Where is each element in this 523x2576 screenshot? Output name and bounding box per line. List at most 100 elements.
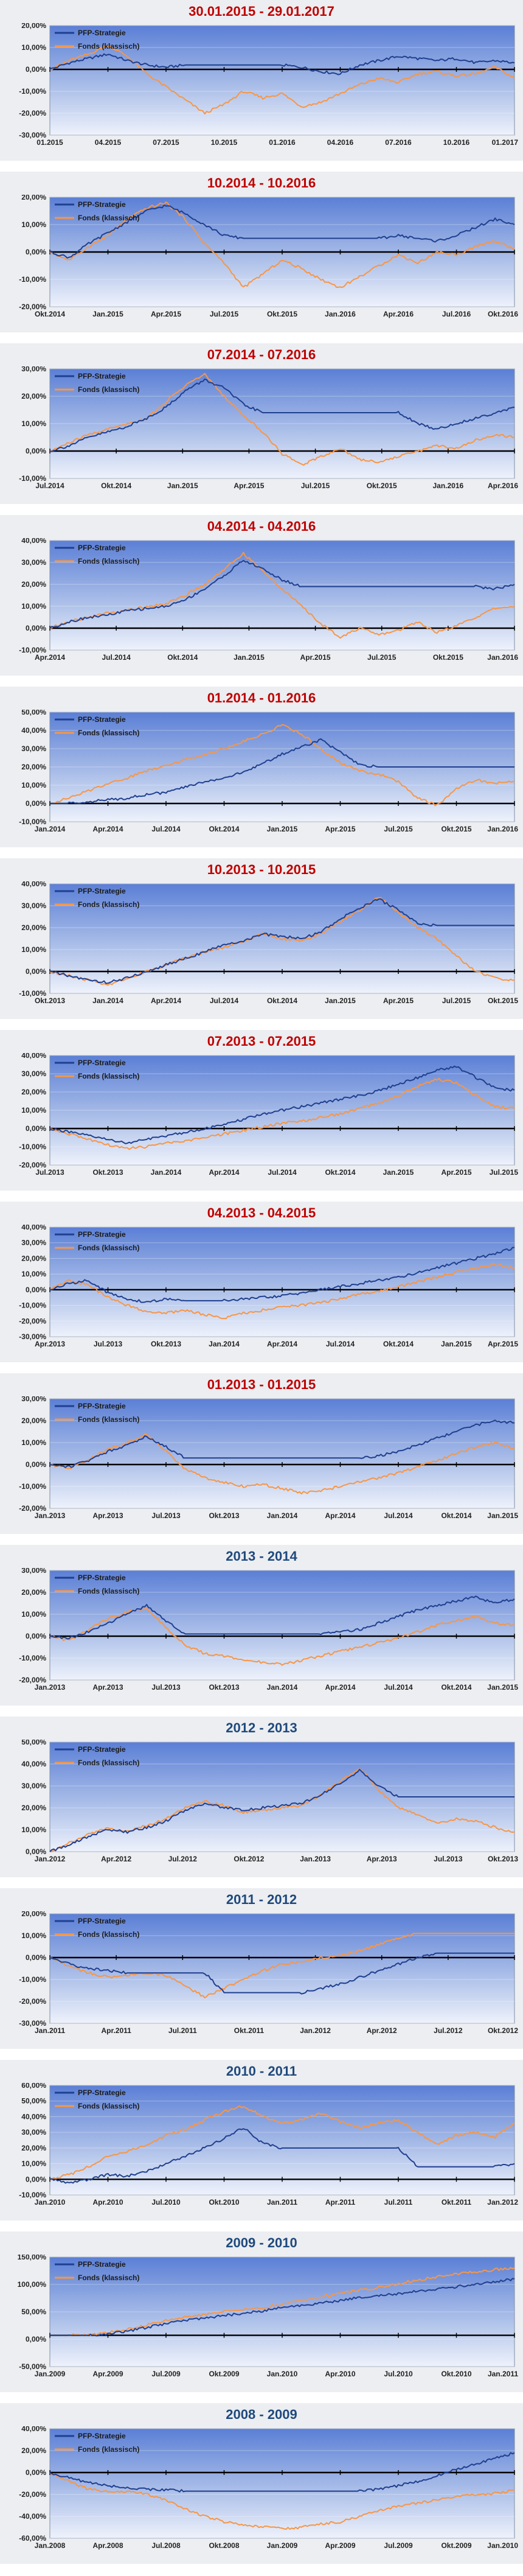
y-tick-label: 10,00% — [21, 1438, 46, 1447]
legend-label: Fonds (klassisch) — [78, 1930, 139, 1939]
chart-title: 04.2013 - 04.2015 — [207, 1205, 316, 1220]
y-tick-label: 0,00% — [26, 1632, 46, 1640]
legend-label: Fonds (klassisch) — [78, 1072, 139, 1080]
x-tick-label: Okt.2010 — [441, 2370, 471, 2378]
line-chart: 40,00% 30,00% 20,00% 10,00% 0,00% -10,00% -20,… — [19, 1053, 518, 1177]
legend-label: PFP-Strategie — [78, 29, 126, 37]
legend: PFP-Strategie Fonds (klassisch) — [55, 2088, 139, 2110]
x-tick-label: Jul.2015 — [210, 310, 239, 318]
series-line-pfp-strategie — [49, 2452, 515, 2493]
y-tick-label: 20,00% — [21, 1804, 46, 1812]
x-tick-label: Jan.2015 — [383, 1168, 414, 1177]
x-tick-label: Jan.2015 — [441, 1340, 472, 1348]
chart-panel: 07.2013 - 07.2015 40,00% 30,00% 20,00% 10,00… — [0, 1030, 523, 1191]
y-tick-label: -10,00% — [19, 1301, 46, 1310]
plot-area — [49, 540, 515, 651]
y-tick-label: 40,00% — [21, 2426, 46, 2433]
y-tick-label: -10,00% — [19, 646, 46, 654]
chart-title: 07.2013 - 07.2015 — [207, 1034, 316, 1049]
legend-label: Fonds (klassisch) — [78, 1415, 139, 1424]
line-chart: 60,00% 50,00% 40,00% 30,00% 20,00% 10,00% 0,00… — [19, 2083, 518, 2207]
x-tick-label: Okt.2014 — [209, 825, 239, 833]
legend-label: PFP-Strategie — [78, 200, 126, 209]
x-tick-label: Okt.2016 — [488, 310, 518, 318]
x-tick-label: Jul.2012 — [434, 2026, 463, 2035]
x-tick-label: Jul.2014 — [102, 653, 131, 662]
y-tick-label: 20,00% — [21, 763, 46, 771]
x-tick-label: Okt.2013 — [209, 1683, 239, 1692]
x-tick-label: Apr.2014 — [151, 996, 181, 1005]
x-tick-label: Okt.2015 — [367, 481, 397, 490]
legend-label: PFP-Strategie — [78, 372, 126, 380]
y-tick-label: 10,00% — [21, 43, 46, 52]
y-tick-label: 10,00% — [21, 1610, 46, 1619]
plot-area — [49, 2428, 515, 2539]
x-tick-label: Okt.2011 — [442, 2198, 472, 2207]
plot-area — [49, 1055, 515, 1166]
line-chart: 30,00%20,00%10,00%0,00%-10,00%-20,00%Jan… — [19, 1568, 518, 1692]
series-line-fonds-klassisch — [49, 1263, 515, 1320]
legend: PFP-Strategie Fonds (klassisch) — [55, 2432, 139, 2454]
chart-title: 01.2014 - 01.2016 — [207, 690, 316, 705]
x-tick-label: Apr.2011 — [101, 2026, 131, 2035]
legend: PFP-Strategie Fonds (klassisch) — [55, 1917, 139, 1939]
y-tick-label: 20,00% — [21, 2446, 46, 2455]
x-tick-label: Jan.2016 — [432, 481, 463, 490]
chart-panel: 2013 - 2014 30,00% 20,00% 10,00% 0,00% -10,00… — [0, 1545, 523, 1706]
y-tick-label: 20,00% — [21, 1416, 46, 1425]
series-line-pfp-strategie — [49, 1595, 515, 1640]
y-tick-label: 20,00% — [21, 1911, 46, 1918]
y-tick-label: -60,00% — [19, 2534, 46, 2543]
series-line-pfp-strategie — [50, 2278, 515, 2337]
x-tick-label: Apr.2014 — [325, 1511, 355, 1520]
legend-label: PFP-Strategie — [78, 1402, 126, 1410]
y-tick-label: 40,00% — [21, 1760, 46, 1768]
legend-label: PFP-Strategie — [78, 2088, 126, 2097]
x-tick-label: Apr.2012 — [101, 1855, 131, 1863]
y-tick-label: -20,00% — [19, 1504, 46, 1513]
y-tick-label: 10,00% — [21, 781, 46, 789]
line-chart: 20,00% 10,00% 0,00% -10,00% -20,00%Okt.2014 J… — [19, 195, 518, 318]
x-tick-label: Jul.2014 — [268, 1168, 297, 1177]
x-tick-label: Apr.2013 — [92, 1683, 123, 1692]
x-tick-label: Apr.2012 — [367, 2026, 397, 2035]
y-tick-label: 40,00% — [21, 1225, 46, 1231]
x-tick-label: Jul.2014 — [35, 481, 64, 490]
y-tick-label: 10,00% — [21, 945, 46, 954]
x-tick-label: Jul.2012 — [168, 1855, 198, 1863]
x-tick-label: Apr.2014 — [209, 1168, 239, 1177]
chart-panel: 2010 - 2011 60,00% 50,00% 40,00% 30,00% 20,00… — [0, 2060, 523, 2221]
x-tick-label: Jul.2013 — [434, 1855, 463, 1863]
x-tick-label: Jul.2008 — [151, 2541, 181, 2550]
line-chart: 30,00% 20,00% 10,00% 0,00% -10,00%Jul.2014 Ok… — [19, 366, 518, 490]
y-tick-label: 30,00% — [21, 366, 46, 373]
y-tick-label: 40,00% — [21, 881, 46, 888]
y-tick-label: 0,00% — [26, 2468, 46, 2477]
legend: PFP-Strategie Fonds (klassisch) — [55, 1402, 139, 1424]
legend-label: PFP-Strategie — [78, 544, 126, 552]
x-tick-label: 01.2016 — [269, 138, 296, 147]
x-tick-label: Jan.2014 — [209, 1340, 240, 1348]
y-tick-label: 60,00% — [21, 2083, 46, 2090]
series-line-fonds-klassisch — [49, 373, 515, 466]
y-tick-label: 10,00% — [21, 220, 46, 229]
x-tick-label: Jul.2013 — [35, 1168, 64, 1177]
x-tick-label: Jan.2012 — [487, 2198, 518, 2207]
y-tick-label: 0,00% — [26, 1953, 46, 1962]
y-tick-label: 40,00% — [21, 2112, 46, 2121]
y-tick-label: 0,00% — [26, 624, 46, 632]
chart-title: 2008 - 2009 — [226, 2407, 297, 2422]
x-tick-label: Jan.2014 — [35, 825, 66, 833]
series-line-fonds-klassisch — [49, 201, 515, 289]
y-tick-label: 0,00% — [26, 1124, 46, 1133]
series-line-pfp-strategie — [49, 1065, 515, 1144]
legend-label: Fonds (klassisch) — [78, 729, 139, 737]
x-tick-label: Apr.2015 — [300, 653, 331, 662]
chart-panel: 30.01.2015 - 29.01.2017 20,00% 10,00% 0,00%… — [0, 0, 523, 161]
x-tick-label: Okt.2014 — [441, 1683, 471, 1692]
legend-label: Fonds (klassisch) — [78, 42, 139, 51]
x-tick-label: Jul.2013 — [94, 1340, 123, 1348]
series-line-fonds-klassisch — [49, 1768, 515, 1852]
x-tick-label: Jul.2010 — [384, 2370, 413, 2378]
